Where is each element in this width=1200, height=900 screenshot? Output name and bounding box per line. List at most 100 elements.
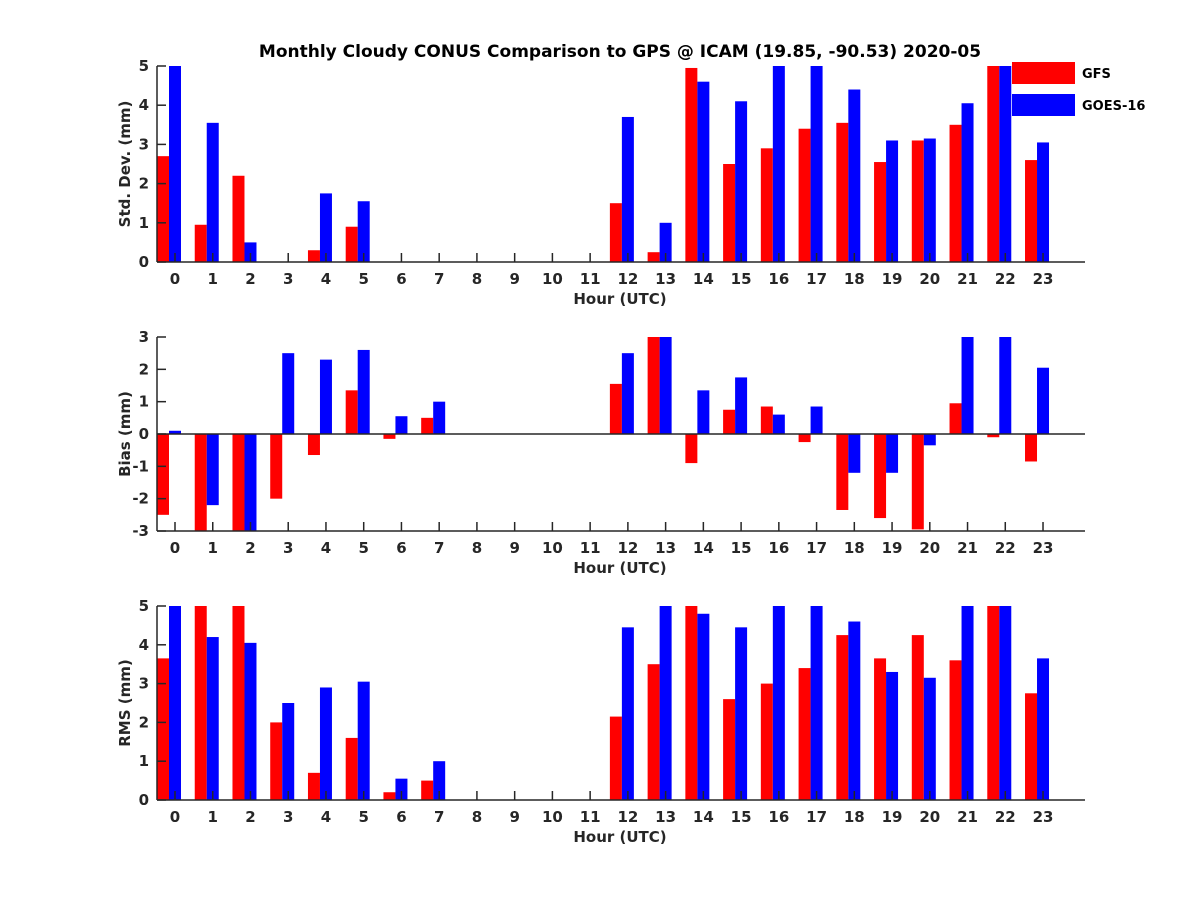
bar-goes-16-hour-21	[961, 337, 974, 434]
x-tick-label: 10	[542, 539, 563, 557]
bar-goes-16-hour-12	[621, 116, 634, 263]
bar-gfs-hour-2	[232, 606, 245, 800]
bar-goes-16-hour-19	[886, 671, 899, 800]
bar-gfs-hour-6	[383, 792, 396, 800]
bar-goes-16-hour-1	[206, 637, 219, 800]
bar-goes-16-hour-1	[206, 434, 219, 506]
bar-goes-16-hour-20	[923, 138, 936, 262]
bar-goes-16-hour-16	[772, 606, 785, 800]
bar-gfs-hour-15	[723, 699, 736, 800]
y-tick-label: 0	[139, 791, 149, 809]
bar-goes-16-hour-6	[395, 778, 408, 800]
x-axis-label: Hour (UTC)	[573, 290, 666, 308]
x-tick-label: 17	[806, 808, 827, 826]
bar-gfs-hour-14	[685, 67, 698, 263]
bar-goes-16-hour-4	[319, 687, 332, 800]
y-tick-label: 1	[139, 752, 149, 770]
bar-gfs-hour-22	[987, 434, 1000, 438]
bar-gfs-hour-12	[609, 203, 622, 262]
bar-gfs-hour-5	[345, 226, 358, 262]
y-tick-label: -1	[132, 457, 149, 475]
bar-gfs-hour-15	[723, 164, 736, 262]
bar-goes-16-hour-19	[886, 140, 899, 262]
bar-goes-16-hour-22	[999, 66, 1012, 262]
x-tick-label: 15	[731, 808, 752, 826]
bar-goes-16-hour-23	[1037, 658, 1050, 800]
x-tick-label: 18	[844, 808, 865, 826]
bar-gfs-hour-3	[270, 722, 283, 800]
y-tick-label: 2	[139, 713, 149, 731]
bar-gfs-hour-4	[307, 772, 320, 800]
x-tick-label: 6	[396, 808, 406, 826]
bar-goes-16-hour-12	[621, 627, 634, 800]
bar-gfs-hour-7	[421, 780, 434, 800]
y-tick-label: 3	[139, 328, 149, 346]
x-tick-label: 5	[358, 270, 368, 288]
x-tick-label: 9	[509, 539, 519, 557]
x-tick-label: 5	[358, 808, 368, 826]
bar-gfs-hour-0	[157, 658, 169, 800]
bar-goes-16-hour-16	[772, 66, 785, 262]
bar-gfs-hour-21	[949, 660, 962, 800]
x-tick-label: 11	[580, 270, 601, 288]
bar-goes-16-hour-22	[999, 606, 1012, 800]
bar-gfs-hour-17	[798, 434, 811, 443]
bar-goes-16-hour-19	[886, 434, 899, 473]
x-tick-label: 9	[509, 270, 519, 288]
bar-gfs-hour-22	[987, 606, 1000, 800]
bar-gfs-hour-5	[345, 737, 358, 800]
x-tick-label: 12	[617, 539, 638, 557]
x-tick-label: 21	[957, 539, 978, 557]
x-tick-label: 18	[844, 539, 865, 557]
x-tick-label: 3	[283, 270, 293, 288]
bar-goes-16-hour-14	[697, 390, 710, 434]
bar-gfs-hour-21	[949, 124, 962, 262]
x-tick-label: 1	[208, 808, 218, 826]
x-tick-label: 2	[245, 539, 255, 557]
bar-gfs-hour-23	[1025, 434, 1038, 462]
x-tick-label: 5	[358, 539, 368, 557]
y-axis-label: Bias (mm)	[116, 391, 134, 477]
bar-gfs-hour-19	[874, 434, 887, 519]
x-tick-label: 13	[655, 539, 676, 557]
x-axis-label: Hour (UTC)	[573, 828, 666, 846]
bar-goes-16-hour-13	[659, 606, 672, 800]
bar-goes-16-hour-7	[433, 761, 446, 800]
x-tick-label: 13	[655, 808, 676, 826]
bar-goes-16-hour-18	[848, 434, 861, 473]
bar-gfs-hour-2	[232, 434, 245, 531]
bar-gfs-hour-6	[383, 434, 396, 439]
bar-gfs-hour-1	[194, 606, 207, 800]
bar-goes-16-hour-14	[697, 81, 710, 263]
bar-goes-16-hour-15	[735, 377, 748, 434]
x-tick-label: 18	[844, 270, 865, 288]
bar-gfs-hour-23	[1025, 160, 1038, 262]
x-tick-label: 16	[768, 539, 789, 557]
x-tick-label: 19	[882, 808, 903, 826]
bar-goes-16-hour-4	[319, 359, 332, 434]
x-tick-label: 16	[768, 270, 789, 288]
bar-goes-16-hour-5	[357, 201, 370, 262]
x-tick-label: 4	[321, 539, 331, 557]
x-tick-label: 23	[1033, 808, 1054, 826]
x-tick-label: 9	[509, 808, 519, 826]
x-tick-label: 7	[434, 270, 444, 288]
x-tick-label: 0	[170, 539, 180, 557]
x-tick-label: 22	[995, 808, 1016, 826]
y-tick-label: -2	[132, 490, 149, 508]
bar-goes-16-hour-3	[282, 703, 295, 800]
x-tick-label: 15	[731, 270, 752, 288]
x-tick-label: 10	[542, 808, 563, 826]
bar-goes-16-hour-2	[244, 242, 257, 262]
x-tick-label: 13	[655, 270, 676, 288]
bar-gfs-hour-20	[911, 140, 924, 262]
x-tick-label: 7	[434, 808, 444, 826]
x-tick-label: 0	[170, 270, 180, 288]
bar-gfs-hour-18	[836, 635, 849, 800]
x-tick-label: 19	[882, 539, 903, 557]
bar-goes-16-hour-23	[1037, 142, 1050, 262]
x-tick-label: 7	[434, 539, 444, 557]
x-tick-label: 20	[919, 539, 940, 557]
